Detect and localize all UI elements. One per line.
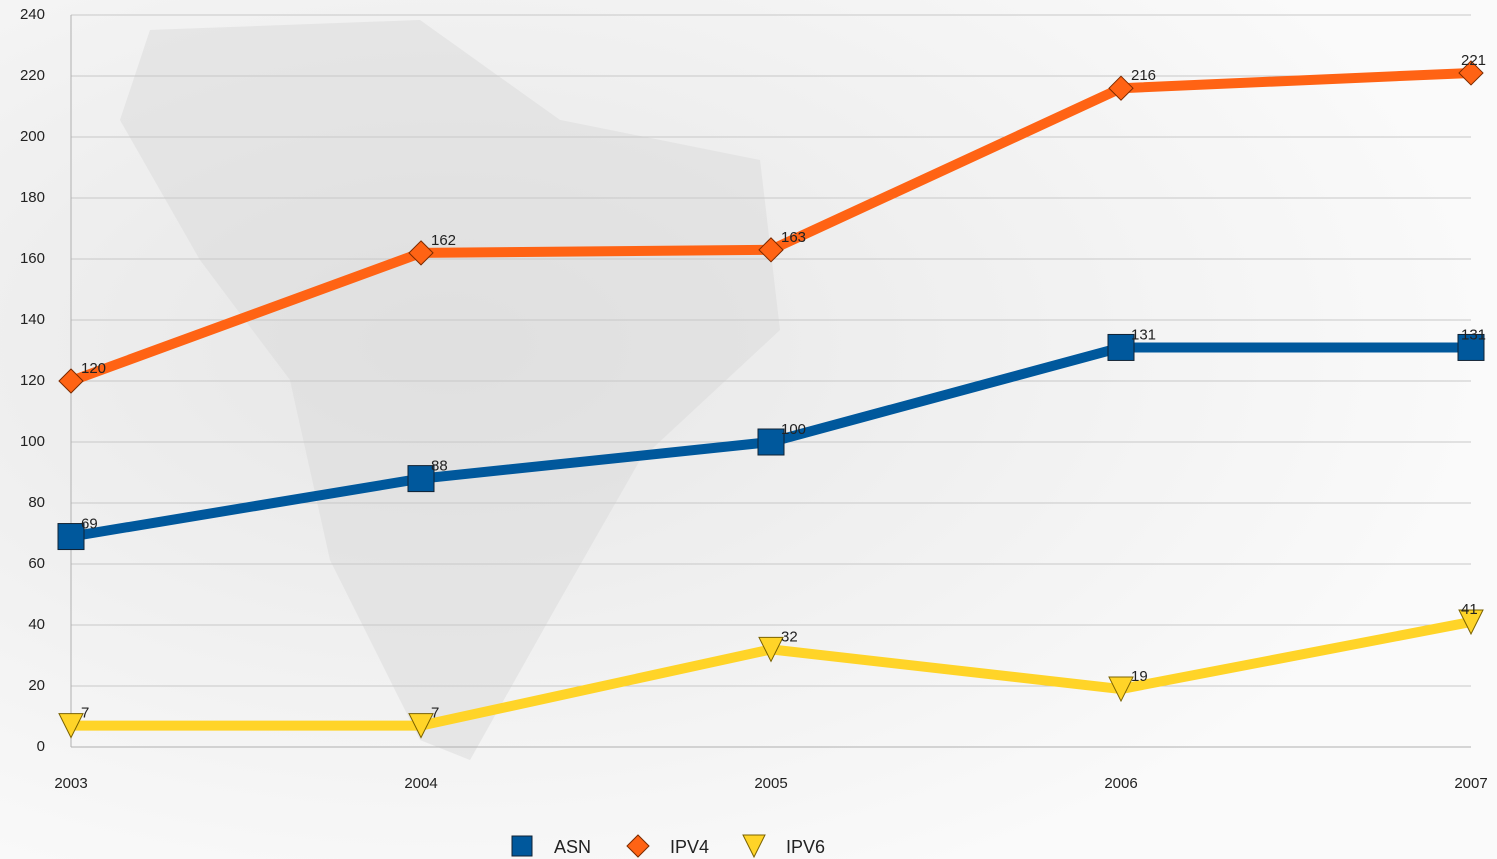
marker [758, 237, 784, 263]
y-tick-label: 180 [20, 189, 45, 206]
legend-marker [742, 834, 766, 859]
legend-marker [626, 834, 650, 858]
y-tick-label: 220 [20, 67, 45, 84]
data-label: 7 [81, 705, 89, 722]
y-tick-label: 0 [37, 738, 45, 755]
legend-label: ASN [554, 837, 591, 857]
legend-label: IPV6 [786, 837, 825, 857]
marker [408, 713, 434, 739]
y-tick-label: 80 [28, 494, 45, 511]
marker [58, 368, 84, 394]
x-tick-label: 2006 [1104, 775, 1137, 792]
data-label: 88 [431, 458, 448, 475]
x-tick-label: 2003 [54, 775, 87, 792]
marker [58, 713, 84, 739]
y-tick-label: 60 [28, 555, 45, 572]
y-tick-label: 120 [20, 372, 45, 389]
y-tick-label: 160 [20, 250, 45, 267]
y-tick-label: 100 [20, 433, 45, 450]
marker [1107, 333, 1135, 361]
data-label: 216 [1131, 67, 1156, 84]
marker [407, 465, 435, 493]
y-tick-label: 240 [20, 6, 45, 23]
x-tick-label: 2007 [1454, 775, 1487, 792]
map-shape [120, 20, 780, 760]
x-tick-label: 2004 [404, 775, 437, 792]
y-tick-label: 40 [28, 616, 45, 633]
marker [1457, 333, 1485, 361]
marker [1108, 676, 1134, 703]
data-label: 100 [781, 421, 806, 438]
data-label: 41 [1461, 601, 1478, 618]
marker [1108, 75, 1134, 101]
y-tick-label: 200 [20, 128, 45, 145]
marker [757, 428, 785, 456]
x-tick-label: 2005 [754, 775, 787, 792]
marker [758, 636, 784, 663]
data-label: 32 [781, 628, 798, 645]
data-label: 162 [431, 232, 456, 249]
y-tick-label: 140 [20, 311, 45, 328]
marker [1458, 60, 1484, 86]
data-label: 163 [781, 229, 806, 246]
marker [57, 523, 85, 551]
data-label: 7 [431, 705, 439, 722]
legend-marker [511, 835, 533, 857]
data-label: 69 [81, 516, 98, 533]
data-label: 131 [1461, 326, 1486, 343]
data-label: 19 [1131, 668, 1148, 685]
data-label: 221 [1461, 52, 1486, 69]
marker [408, 240, 434, 266]
marker [1458, 609, 1484, 636]
legend-label: IPV4 [670, 837, 709, 857]
data-label: 131 [1131, 326, 1156, 343]
y-tick-label: 20 [28, 677, 45, 694]
data-label: 120 [81, 360, 106, 377]
